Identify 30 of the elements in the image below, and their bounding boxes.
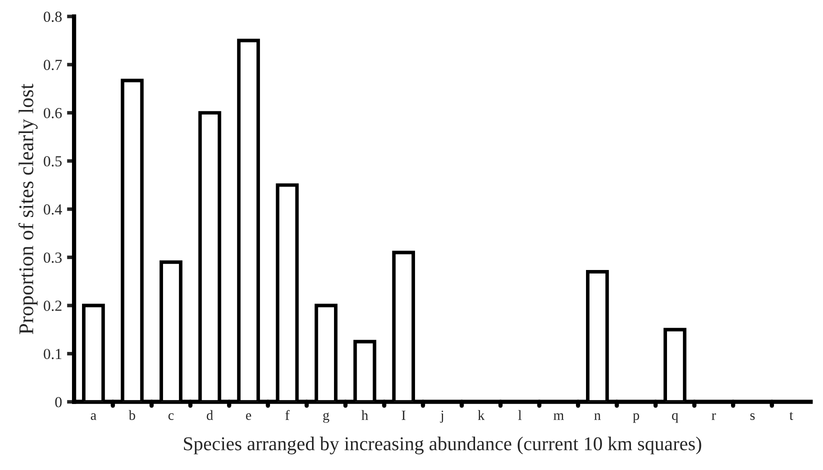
x-tick-label: h — [361, 410, 368, 420]
x-tick-label: j — [440, 410, 444, 423]
x-tick-label: p — [632, 413, 640, 423]
y-axis-title: Proportion of sites clearly lost — [18, 84, 38, 334]
x-tick-label: g — [323, 412, 330, 423]
x-tick-label: m — [554, 413, 564, 420]
x-tick-label: I — [402, 410, 406, 420]
x-tick-label: s — [750, 413, 755, 420]
y-tick-label: 0.8 — [44, 12, 62, 22]
y-tick-label: 0 — [55, 396, 62, 408]
x-tick-label: q — [672, 413, 678, 423]
x-tick-label: k — [478, 410, 485, 420]
x-tick-label: a — [90, 413, 96, 420]
y-tick-label: 0.7 — [44, 60, 62, 70]
x-tick-label: e — [246, 413, 252, 420]
x-tick-label: b — [128, 410, 136, 420]
x-tick-label: f — [285, 410, 290, 420]
x-tick-label: d — [206, 410, 214, 420]
x-tick-label: l — [518, 410, 522, 420]
x-tick-label: n — [594, 413, 601, 420]
y-tick-label: 0.6 — [44, 108, 62, 118]
y-tick-label: 0.5 — [44, 156, 62, 166]
x-tick-label: c — [168, 413, 174, 420]
x-tick-label: t — [789, 412, 794, 420]
y-tick-label: 0.2 — [44, 300, 62, 312]
y-tick-label: 0.1 — [44, 348, 62, 360]
y-tick-label: 0.4 — [44, 204, 62, 215]
x-tick-label: r — [712, 413, 716, 420]
x-axis-title: Species arranged by increasing abundance (current 10 km squares) — [184, 436, 702, 454]
y-tick-label: 0.3 — [44, 252, 62, 263]
